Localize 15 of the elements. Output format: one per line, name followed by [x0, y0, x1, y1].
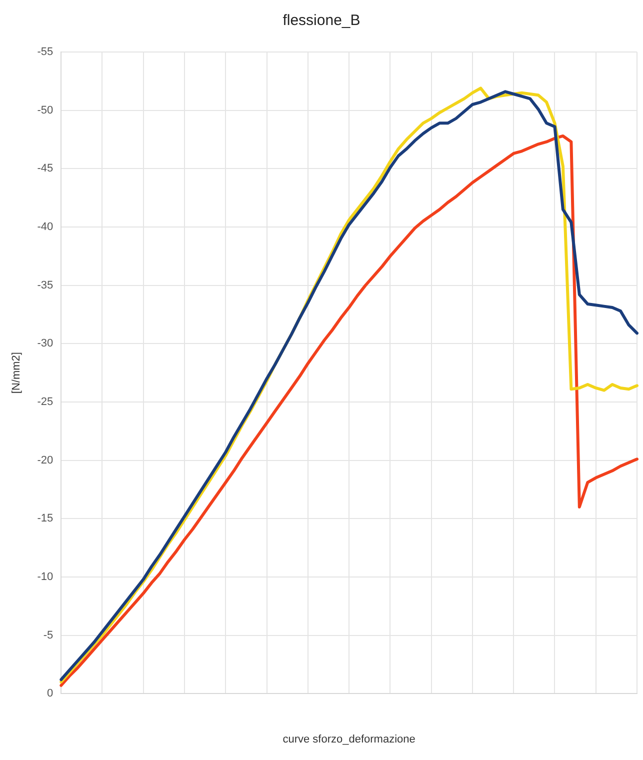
y-tick-label: -35	[37, 279, 54, 292]
y-tick-label: -45	[37, 162, 54, 175]
y-tick-label: -5	[43, 629, 54, 642]
y-tick-label: -50	[37, 104, 54, 116]
chart-title: flessione_B	[282, 12, 360, 30]
y-tick-label: -20	[37, 454, 54, 466]
y-tick-label: -40	[37, 221, 54, 234]
x-axis-title: curve sforzo_deformazione	[282, 733, 416, 746]
y-tick-label: -30	[37, 338, 54, 350]
y-tick-label: -10	[37, 570, 54, 583]
y-axis-title: [N/mm2]	[10, 352, 23, 394]
y-tick-label: -55	[37, 46, 54, 58]
y-tick-label: -15	[37, 512, 54, 525]
y-tick-label: 0	[46, 688, 54, 700]
y-tick-label: -25	[37, 396, 54, 408]
